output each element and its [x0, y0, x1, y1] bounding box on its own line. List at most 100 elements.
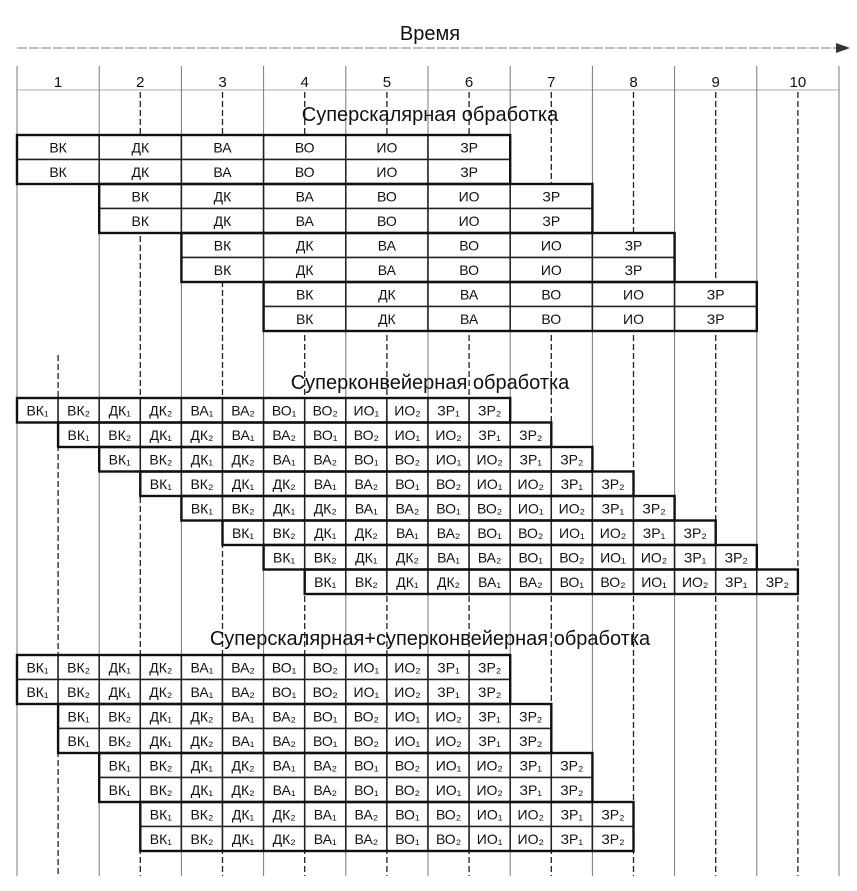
stage-box	[345, 183, 429, 210]
stage-label: ВА₂	[355, 806, 379, 822]
stage-box	[180, 703, 224, 730]
stage-label: ЗР₁	[478, 733, 501, 749]
stage-box	[427, 183, 511, 210]
stage-box	[509, 825, 553, 852]
stage-box	[386, 776, 429, 803]
stage-label: ВО₁	[395, 476, 420, 492]
stage-label: ЗР₂	[560, 451, 583, 467]
stage-label: ВА₁	[273, 782, 296, 798]
stage-label: ИО	[459, 213, 480, 229]
stage-label: ВО₁	[395, 831, 420, 847]
stage-box	[509, 568, 553, 595]
stage-label: ЗР₁	[561, 476, 584, 492]
stage-label: ЗР₂	[684, 525, 707, 541]
instruction-group-outline	[139, 800, 635, 853]
stage-label: ВА₂	[313, 757, 337, 773]
stage-box	[221, 678, 265, 705]
stage-label: ЗР₁	[643, 525, 666, 541]
stage-box	[427, 727, 470, 754]
stage-label: ЗР₂	[519, 427, 542, 443]
stage-label: ВА₂	[437, 525, 461, 541]
stage-box	[16, 678, 59, 705]
stage-label: ЗР₂	[560, 757, 583, 773]
stage-label: ВА₁	[190, 684, 213, 700]
stage-label: ДК	[214, 188, 232, 204]
stage-box	[98, 678, 142, 705]
stage-box	[98, 207, 183, 234]
stage-box	[262, 305, 347, 332]
stage-label: ВА₂	[272, 427, 296, 443]
stage-label: ВА₁	[190, 402, 213, 418]
stage-label: ИО	[459, 188, 480, 204]
stage-box	[345, 256, 429, 283]
stage-label: ВА₂	[231, 402, 255, 418]
stage-label: ВК₁	[150, 831, 172, 847]
stage-box	[139, 752, 183, 779]
stage-label: ВО₁	[519, 549, 544, 565]
stage-label: ВК₂	[149, 451, 172, 467]
instruction-group-outline	[303, 568, 800, 596]
stage-label: ДК₁	[232, 476, 255, 492]
stage-label: ДК	[378, 286, 396, 302]
stage-label: ИО₁	[395, 427, 421, 443]
stage-label: ВА₂	[519, 574, 543, 590]
stage-label: ВК₁	[68, 427, 90, 443]
stage-label: ЗР₂	[560, 782, 583, 798]
stage-box	[427, 752, 470, 779]
stage-label: ВК₂	[67, 659, 90, 675]
stage-label: ИО₁	[477, 476, 503, 492]
stage-box	[139, 703, 183, 730]
stage-label: ВА₂	[272, 733, 296, 749]
stage-label: ДК₂	[190, 708, 213, 724]
stage-label: ВО₂	[395, 451, 420, 467]
stage-label: ЗР₁	[478, 427, 501, 443]
stage-box	[221, 703, 265, 730]
stage-label: ИО₂	[682, 574, 708, 590]
stage-label: ВК	[132, 188, 150, 204]
time-label: 7	[547, 74, 555, 91]
stage-box	[262, 825, 306, 852]
stage-label: ИО₁	[641, 574, 667, 590]
stage-label: ВК₂	[190, 831, 213, 847]
stage-label: ВО₁	[354, 451, 379, 467]
stage-label: ИО₁	[600, 549, 626, 565]
stage-label: ВА	[296, 213, 315, 229]
stage-label: ВО₂	[354, 427, 379, 443]
stage-label: ВО	[295, 164, 315, 180]
stage-label: ВО₂	[313, 684, 338, 700]
stage-label: ДК₁	[150, 708, 173, 724]
stage-label: ВК₁	[150, 476, 172, 492]
stage-label: ДК₂	[232, 782, 255, 798]
stage-box	[550, 776, 594, 803]
stage-label: ИО₁	[436, 757, 462, 773]
stage-box	[550, 801, 594, 828]
stage-label: ВО	[377, 213, 397, 229]
stage-label: ДК₁	[191, 451, 214, 467]
stage-label: ВК₂	[108, 427, 131, 443]
stage-box	[180, 727, 224, 754]
stage-label: ЗР₂	[519, 733, 542, 749]
stage-label: ЗР	[460, 164, 478, 180]
stage-label: ЗР	[542, 188, 560, 204]
time-label: 5	[383, 74, 391, 91]
stage-label: ЗР	[625, 237, 643, 253]
stage-label: ВА₁	[314, 476, 337, 492]
stage-label: ВО₂	[395, 757, 420, 773]
stage-label: ВА	[213, 139, 232, 155]
stage-box	[262, 421, 306, 448]
stage-label: ИО₁	[395, 708, 421, 724]
stage-label: ВА₂	[313, 782, 337, 798]
time-label: 2	[136, 74, 144, 91]
stage-label: ВО₁	[313, 733, 338, 749]
stage-label: ЗР₁	[519, 782, 542, 798]
stage-box	[386, 825, 429, 852]
time-label: 6	[465, 74, 473, 91]
stage-label: ДК₂	[396, 549, 419, 565]
stage-label: ИО	[623, 286, 644, 302]
stage-label: ВА₂	[355, 476, 379, 492]
stage-label: ВА	[378, 262, 397, 278]
stage-label: ДК₁	[273, 500, 296, 516]
stage-box	[180, 158, 265, 185]
stage-box	[262, 232, 347, 259]
stage-box	[262, 158, 347, 185]
